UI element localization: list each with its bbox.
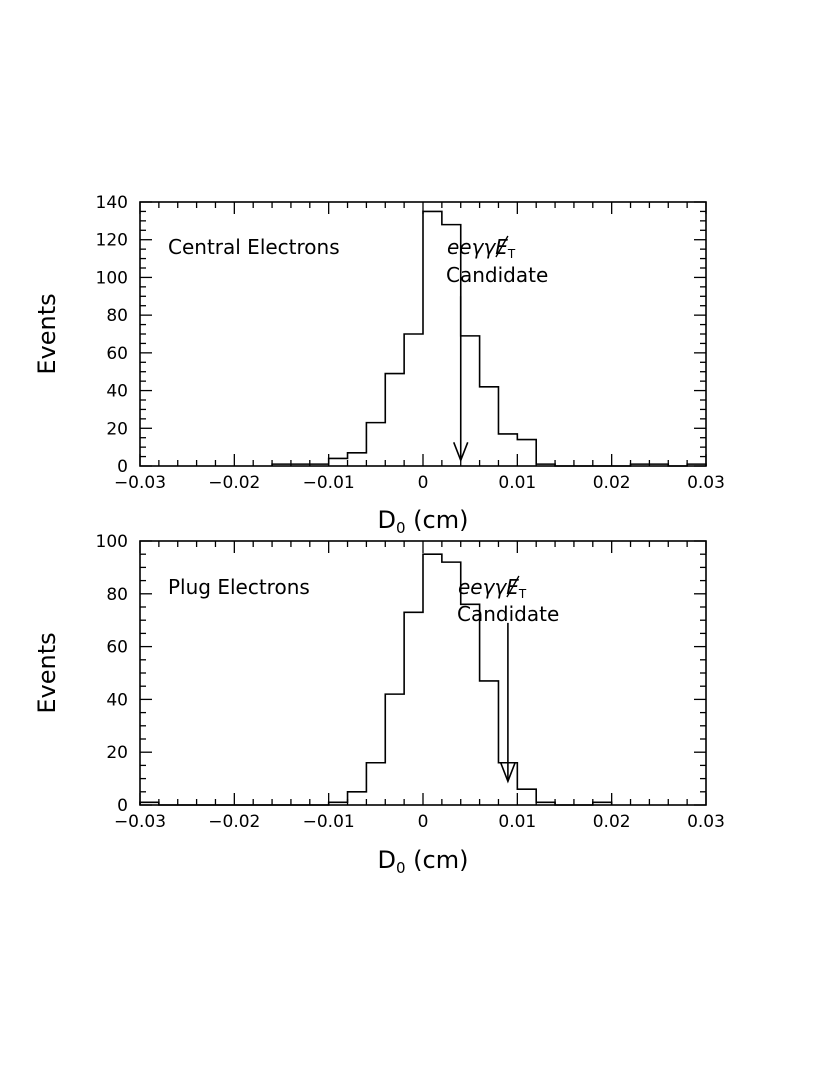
hist-bin-4 [348,453,367,466]
y-tick-label: 100 [96,268,128,288]
hist-bin-12 [366,763,385,805]
x-tick-label: 0.01 [498,812,536,832]
x-tick-label: −0.01 [303,812,355,832]
y-tick-label: 120 [96,231,128,251]
candidate-arrow-head [452,442,469,463]
y-tick-label: 20 [106,419,128,439]
x-tick-label: 0.03 [687,812,725,832]
hist-bin-5 [366,423,385,466]
y-tick-label: 140 [96,193,128,213]
y-tick-label: 60 [106,344,128,364]
y-axis-title: Events [33,293,61,374]
y-tick-label: 0 [117,457,128,477]
hist-bin-9 [442,225,461,466]
hist-bin-7 [404,334,423,466]
panel-label: Plug Electrons [168,575,310,599]
candidate-arrow-head [500,762,516,784]
histogram-outline [271,210,707,467]
hist-bin-18 [480,681,499,805]
hist-bin-13 [385,694,404,805]
met-slash [495,235,509,258]
hist-bin-8 [423,211,442,466]
x-tick-label: 0 [418,812,429,832]
hist-bin-11 [480,387,499,466]
hist-bin-13 [517,440,536,466]
y-tick-label: 40 [106,382,128,402]
y-tick-label: 0 [117,796,128,816]
hist-bin-15 [423,554,442,805]
y-tick-label: 80 [106,585,128,605]
x-tick-label: −0.02 [208,473,260,493]
y-axis-title: Events [33,632,61,713]
hist-bin-14 [404,612,423,805]
hist-bin-17 [461,604,480,805]
panel-2: −0.03 −0.02 −0.01 0 0.01 0.02 0.03 0 20 40 60 80 100… [33,532,725,877]
panel-1: −0.03 −0.02 −0.01 0 0.01 0.02 0.03 0 20 40 60 80 100… [33,193,725,537]
x-tick-label: −0.02 [208,812,260,832]
hist-bin-12 [498,434,517,466]
x-axis-title: D0 (cm) [378,506,469,537]
x-tick-label: 0.03 [687,473,725,493]
y-tick-label: 40 [106,690,128,710]
hist-bin-10 [461,336,480,466]
x-tick-label: 0 [418,473,429,493]
x-tick-label: −0.01 [303,473,355,493]
hist-bin-3 [329,458,348,466]
panel-label: Central Electrons [168,235,340,259]
x-axis-title: D0 (cm) [378,846,469,877]
x-tick-label: −0.03 [114,812,166,832]
candidate-label-line2: Candidate [457,602,559,626]
y-tick-label: 100 [96,532,128,552]
y-tick-label: 20 [106,743,128,763]
x-tick-label: −0.03 [114,473,166,493]
x-tick-label: 0.02 [593,812,631,832]
met-slash [506,575,520,598]
y-tick-label: 80 [106,306,128,326]
hist-bin-6 [385,374,404,466]
hist-bin-11 [348,792,367,805]
candidate-label: eeγγET [447,235,516,261]
x-tick-label: 0.02 [593,473,631,493]
candidate-label-line2: Candidate [446,263,548,287]
hist-bin-20 [517,789,536,805]
x-tick-label: 0.01 [498,473,536,493]
y-tick-label: 60 [106,638,128,658]
